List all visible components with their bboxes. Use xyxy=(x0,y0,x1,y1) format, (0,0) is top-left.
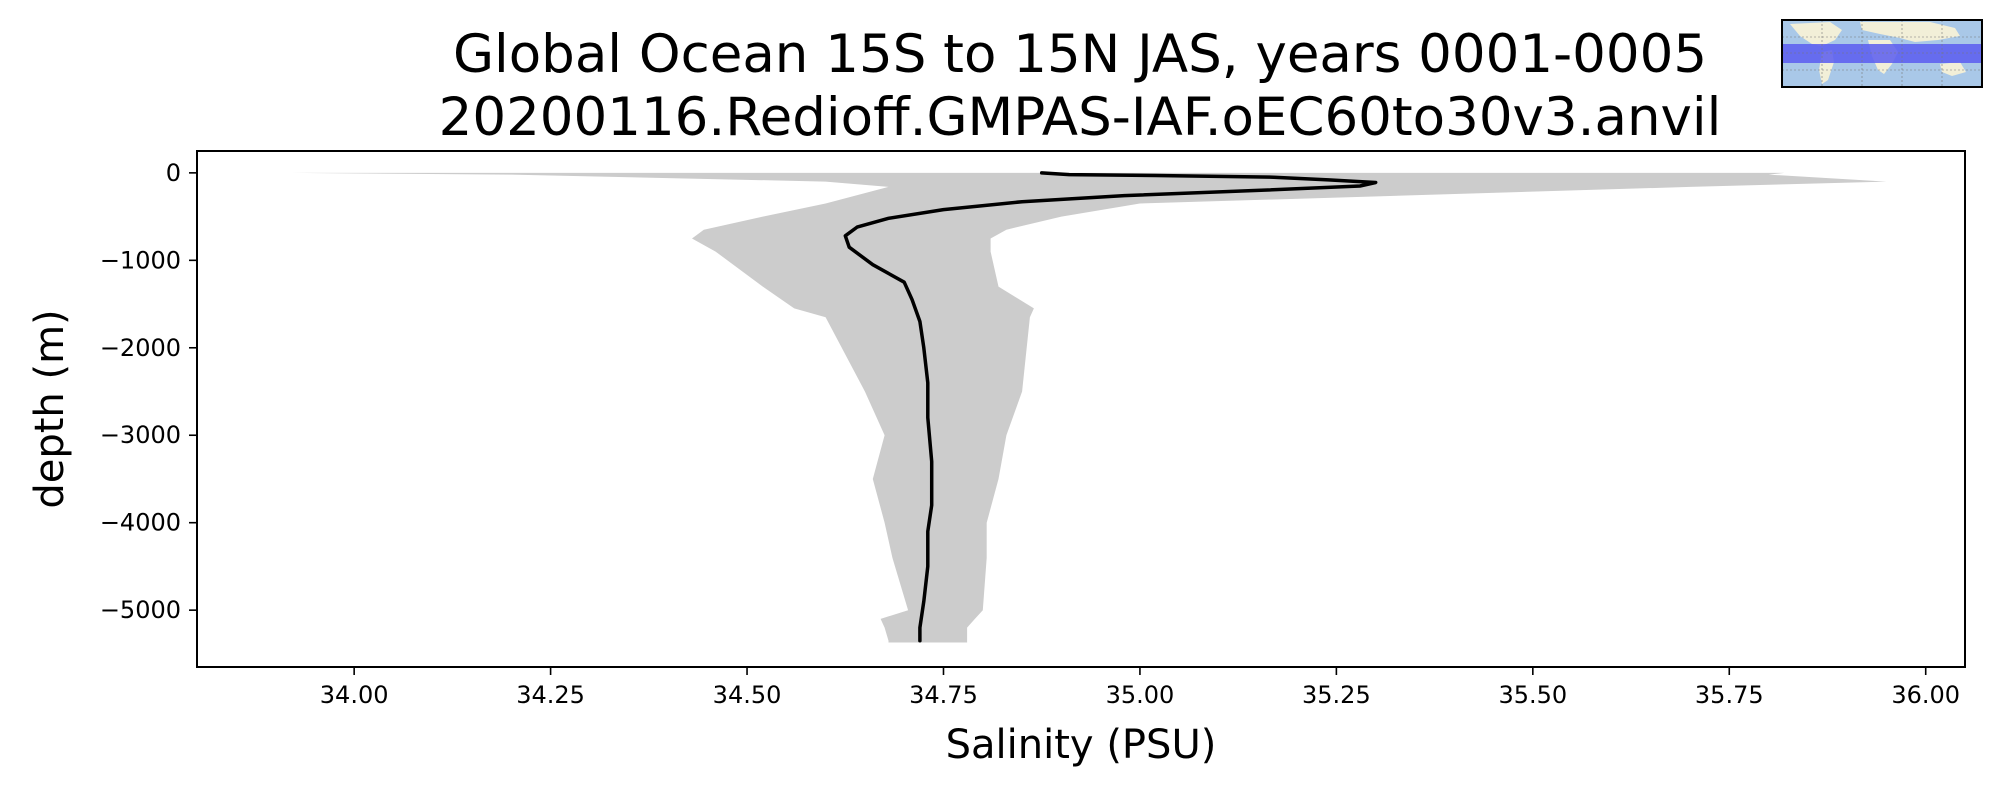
y-tick-label: −4000 xyxy=(100,509,181,537)
x-tick-label: 35.00 xyxy=(1106,681,1175,709)
x-tick-label: 34.75 xyxy=(909,681,978,709)
x-tick-label: 34.00 xyxy=(320,681,389,709)
spread-band xyxy=(291,172,1887,643)
y-tick-label: −3000 xyxy=(100,421,181,449)
y-axis-ticks: 0 −1000 −2000 −3000 −4000 −5000 xyxy=(100,159,197,624)
region-map-inset xyxy=(1781,19,1983,88)
x-axis-label: Salinity (PSU) xyxy=(946,722,1217,768)
chart-title: Global Ocean 15S to 15N JAS, years 0001-… xyxy=(452,24,1708,85)
inset-graticule xyxy=(1782,20,1982,87)
x-tick-label: 35.50 xyxy=(1498,681,1567,709)
mean-profile-line xyxy=(843,171,1378,643)
x-tick-label: 34.25 xyxy=(516,681,585,709)
y-tick-label: −1000 xyxy=(100,246,181,274)
x-tick-label: 36.00 xyxy=(1891,681,1960,709)
x-axis-ticks: 34.00 34.25 34.50 34.75 35.00 35.25 35.50 35.75… xyxy=(320,667,1960,709)
inset-land-australia xyxy=(1940,62,1966,76)
y-tick-label: −5000 xyxy=(100,596,181,624)
inset-highlight-band xyxy=(1782,44,1982,63)
x-tick-label: 34.50 xyxy=(713,681,782,709)
spread-band-layer xyxy=(291,172,1887,643)
y-tick-label: −2000 xyxy=(100,334,181,362)
axes-frame xyxy=(196,150,1966,668)
x-tick-label: 35.75 xyxy=(1695,681,1764,709)
y-axis-label: depth (m) xyxy=(27,309,73,508)
mean-profile-layer xyxy=(843,171,1378,643)
x-tick-label: 35.25 xyxy=(1302,681,1371,709)
y-tick-label: 0 xyxy=(166,159,181,187)
inset-land-north-america xyxy=(1790,22,1842,46)
chart-subtitle: 20200116.Redioff.GMPAS-IAF.oEC60to30v3.a… xyxy=(438,87,1722,148)
inset-frame xyxy=(1781,19,1983,88)
